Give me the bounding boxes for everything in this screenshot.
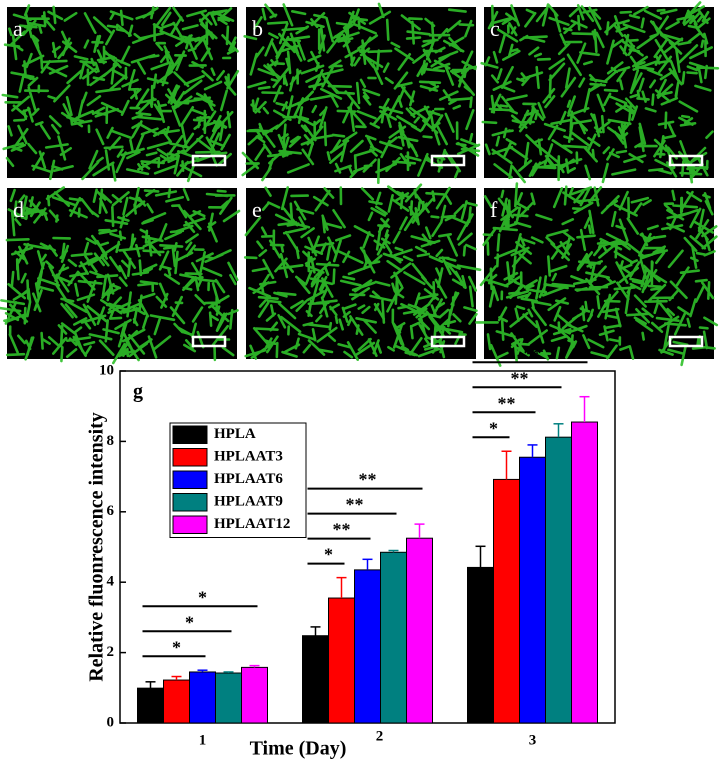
legend-swatch: [172, 470, 208, 489]
y-tick-label: 2: [107, 644, 115, 660]
legend-swatch: [172, 493, 208, 512]
bar: [571, 421, 598, 724]
y-axis-label: Relative fluonrescence intensity: [86, 412, 108, 682]
bar: [380, 551, 407, 724]
cells: [1, 4, 240, 183]
bar: [163, 679, 190, 724]
bar: [406, 537, 433, 724]
legend-swatch: [172, 425, 208, 444]
bar: [241, 666, 268, 724]
panel-label: d: [13, 197, 24, 222]
significance-label: **: [346, 495, 364, 515]
scale-bar: [668, 154, 704, 167]
bar: [302, 635, 329, 724]
significance-label: **: [359, 470, 377, 490]
legend-label: HPLAAT6: [214, 471, 283, 487]
scale-bar: [430, 335, 466, 348]
significance-label: *: [172, 637, 181, 657]
legend-swatch: [172, 448, 208, 467]
bar: [467, 566, 494, 724]
panel-label: b: [252, 16, 263, 41]
y-tick-label: 10: [99, 362, 114, 378]
legend-label: HPLAAT3: [214, 449, 283, 465]
bar: [328, 597, 355, 724]
panel-label: c: [490, 16, 500, 41]
scale-bar: [430, 154, 466, 167]
bar: [354, 569, 381, 724]
y-tick-label: 8: [107, 433, 115, 449]
legend-label: HPLAAT12: [214, 516, 290, 532]
x-axis-label: Time (Day): [250, 738, 347, 760]
significance-label: *: [324, 545, 333, 565]
panel-label: f: [490, 197, 498, 222]
significance-label: **: [333, 520, 351, 540]
panel-label: e: [252, 197, 262, 222]
significance-label: **: [498, 393, 516, 413]
scale-bar: [191, 154, 227, 167]
panel-label: a: [13, 16, 23, 41]
cells: [243, 183, 482, 361]
significance-label: **: [511, 368, 529, 388]
y-tick-label: 6: [107, 503, 115, 519]
significance-label: *: [198, 587, 207, 607]
significance-label: *: [489, 418, 498, 438]
x-tick-label: 2: [376, 728, 384, 744]
cells: [475, 182, 719, 367]
cells: [0, 186, 241, 365]
x-tick-label: 3: [529, 732, 537, 748]
scale-bar: [191, 335, 227, 348]
x-tick-label: 1: [199, 732, 207, 748]
bar: [215, 672, 242, 724]
legend-label: HPLA: [214, 426, 256, 442]
bar: [519, 456, 546, 724]
cells: [480, 1, 720, 184]
panel-label: g: [133, 381, 143, 403]
bar: [545, 436, 572, 724]
bar: [493, 478, 520, 724]
cells: [241, 2, 481, 184]
legend-label: HPLAAT9: [214, 494, 283, 510]
y-tick-label: 4: [107, 574, 115, 590]
bar: [137, 687, 164, 724]
significance-label: **: [524, 343, 542, 363]
significance-label: *: [185, 612, 194, 632]
legend-swatch: [172, 515, 208, 534]
scale-bar: [668, 335, 704, 348]
y-tick-label: 0: [107, 714, 115, 730]
bar: [189, 671, 216, 724]
